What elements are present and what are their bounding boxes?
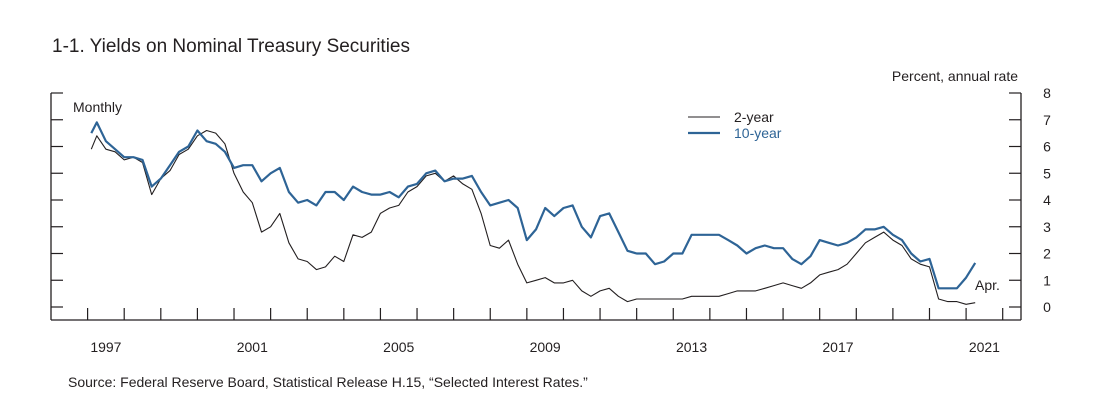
legend-label-10-year: 10-year — [734, 125, 782, 141]
x-tick-label: 1997 — [90, 339, 121, 355]
y-tick-label: 7 — [1043, 112, 1051, 128]
y-tick-label: 4 — [1043, 192, 1051, 208]
legend-label-2-year: 2-year — [734, 109, 774, 125]
y-axis-label: Percent, annual rate — [891, 68, 1018, 84]
y-tick-label: 1 — [1043, 272, 1051, 288]
series-line-10-year — [90, 121, 977, 290]
y-tick-label: 5 — [1043, 165, 1051, 181]
y-tick-label: 2 — [1043, 246, 1051, 262]
x-tick-label: 2013 — [676, 339, 707, 355]
x-tick-label: 2001 — [237, 339, 268, 355]
y-tick-label: 3 — [1043, 219, 1051, 235]
chart-title: 1-1. Yields on Nominal Treasury Securiti… — [52, 36, 410, 57]
x-tick-label: 2021 — [969, 339, 1000, 355]
x-tick-label: 2009 — [530, 339, 561, 355]
x-tick-label: 2017 — [822, 339, 853, 355]
series-lines — [90, 121, 977, 305]
frequency-label: Monthly — [73, 99, 122, 115]
x-tick-label: 2005 — [383, 339, 414, 355]
y-tick-label: 0 — [1043, 299, 1051, 315]
axes: 0 1 2 3 4 5 6 7 8 1997 2001 2005 2009 2013 2017 2021 — [50, 85, 1051, 355]
y-tick-label: 8 — [1043, 85, 1051, 101]
series-line-2-year — [90, 129, 976, 305]
y-tick-label: 6 — [1043, 139, 1051, 155]
source-note: Source: Federal Reserve Board, Statistic… — [68, 374, 588, 390]
end-label: Apr. — [975, 277, 1000, 293]
